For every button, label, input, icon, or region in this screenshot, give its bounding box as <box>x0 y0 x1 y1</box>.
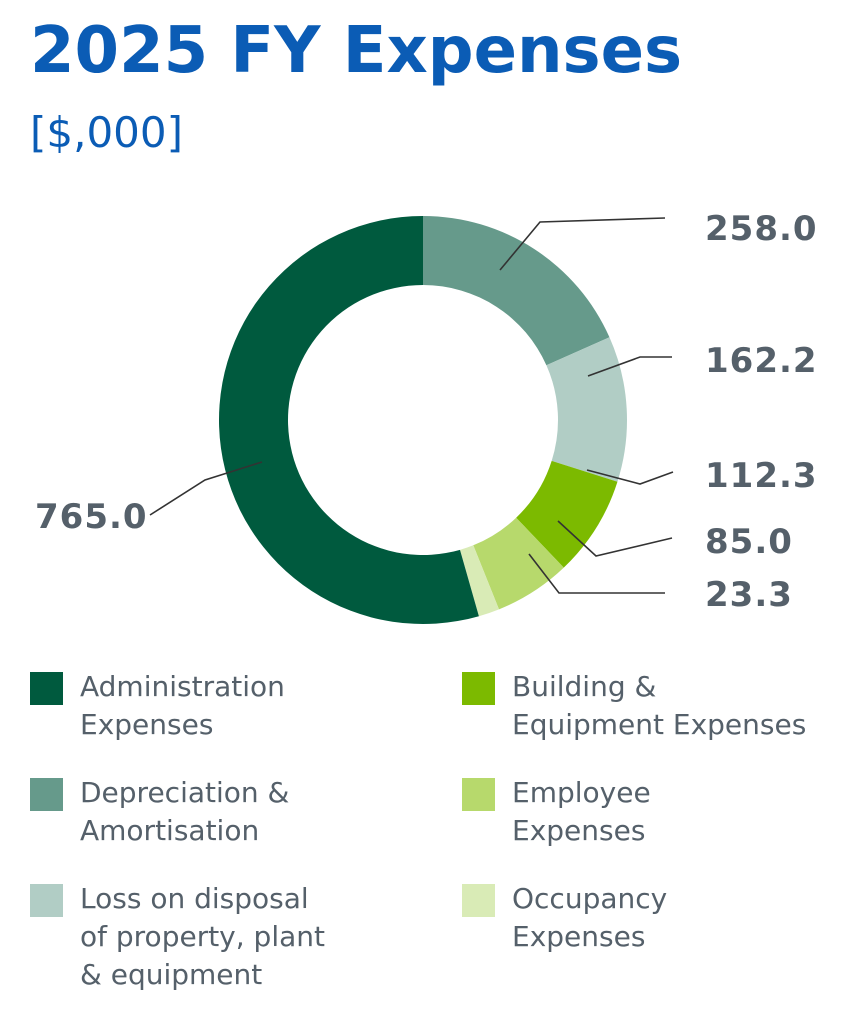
legend-item: Depreciation & Amortisation <box>30 774 289 850</box>
donut-slice-4 <box>459 545 499 617</box>
legend-swatch <box>462 884 495 917</box>
chart-subtitle: [$,000] <box>30 108 184 157</box>
legend-label: Occupancy Expenses <box>512 882 668 953</box>
legend-swatch <box>30 778 63 811</box>
donut-slice-2 <box>516 460 618 568</box>
legend-item: Building & Equipment Expenses <box>462 668 806 744</box>
leader-line-4 <box>528 553 665 594</box>
donut-slice-1 <box>546 337 627 482</box>
leader-line-1 <box>587 356 672 377</box>
donut-slice-3 <box>473 517 564 610</box>
data-label-2: 112.3 <box>705 456 818 496</box>
leader-line-3 <box>557 520 673 557</box>
donut-slice-0 <box>423 216 610 366</box>
donut-slice-5 <box>219 216 479 624</box>
legend-label: Building & Equipment Expenses <box>512 670 807 741</box>
legend-swatch <box>30 884 63 917</box>
leader-line-2 <box>586 469 674 485</box>
data-label-0: 258.0 <box>705 209 818 249</box>
legend-label: Administration Expenses <box>80 670 285 741</box>
legend-swatch <box>30 672 63 705</box>
legend-item: Occupancy Expenses <box>462 880 667 956</box>
legend-label: Employee Expenses <box>512 776 651 847</box>
data-label-5: 765.0 <box>35 497 148 537</box>
data-label-4: 23.3 <box>705 575 793 615</box>
data-label-1: 162.2 <box>705 341 818 381</box>
data-label-3: 85.0 <box>705 522 793 562</box>
legend-swatch <box>462 672 495 705</box>
leader-line-0 <box>499 217 666 271</box>
chart-title: 2025 FY Expenses <box>30 14 683 88</box>
leader-line-5 <box>149 461 263 516</box>
legend-item: Employee Expenses <box>462 774 651 850</box>
legend-label: Depreciation & Amortisation <box>80 776 290 847</box>
legend-swatch <box>462 778 495 811</box>
donut-chart: 258.0 162.2 112.3 85.0 23.3 765.0 <box>35 209 818 624</box>
legend-item: Administration Expenses <box>30 668 285 744</box>
legend-label: Loss on disposal of property, plant & eq… <box>80 882 325 991</box>
legend-item: Loss on disposal of property, plant & eq… <box>30 880 325 994</box>
